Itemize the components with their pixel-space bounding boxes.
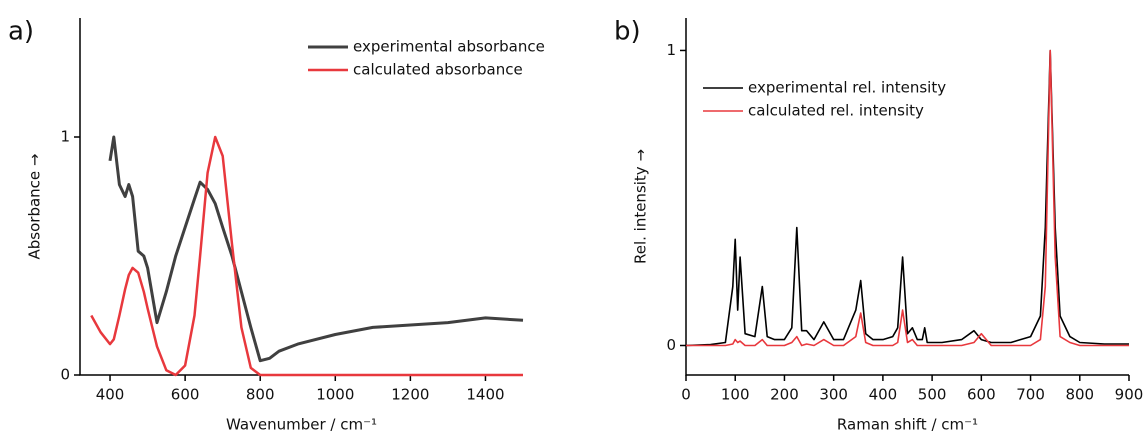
x-tick-label: 500 xyxy=(918,386,947,404)
y-axis-label: Rel. intensity → xyxy=(632,149,650,264)
x-tick-label: 100 xyxy=(721,386,750,404)
data-line xyxy=(90,135,523,377)
x-tick-label: 400 xyxy=(96,386,125,404)
x-tick-label: 1200 xyxy=(391,386,429,404)
panel-label: a) xyxy=(8,17,34,47)
legend-label: calculated absorbance xyxy=(353,61,523,79)
legend-label: experimental absorbance xyxy=(353,38,545,56)
x-tick-label: 300 xyxy=(819,386,848,404)
x-tick-label: 800 xyxy=(1065,386,1094,404)
x-tick-label: 1000 xyxy=(316,386,354,404)
y-tick-label: 0 xyxy=(666,336,676,354)
data-line xyxy=(686,49,1129,347)
panel-label: b) xyxy=(614,17,641,47)
x-tick-label: 600 xyxy=(171,386,200,404)
y-tick-label: 1 xyxy=(60,128,70,146)
x-tick-label: 600 xyxy=(967,386,996,404)
legend-label: calculated rel. intensity xyxy=(748,102,924,120)
x-tick-label: 700 xyxy=(1016,386,1045,404)
x-axis-label: Raman shift / cm⁻¹ xyxy=(837,416,978,434)
x-tick-label: 800 xyxy=(246,386,275,404)
y-tick-label: 1 xyxy=(666,41,676,59)
x-tick-label: 400 xyxy=(869,386,898,404)
legend-label: experimental rel. intensity xyxy=(748,79,946,97)
data-line xyxy=(108,135,524,363)
y-tick-label: 0 xyxy=(60,366,70,384)
x-tick-label: 0 xyxy=(681,386,691,404)
data-line xyxy=(685,49,1129,347)
x-tick-label: 200 xyxy=(770,386,799,404)
y-axis-label: Absorbance → xyxy=(26,154,44,260)
x-axis-label: Wavenumber / cm⁻¹ xyxy=(226,416,377,434)
x-tick-label: 900 xyxy=(1115,386,1144,404)
x-tick-label: 1400 xyxy=(466,386,504,404)
